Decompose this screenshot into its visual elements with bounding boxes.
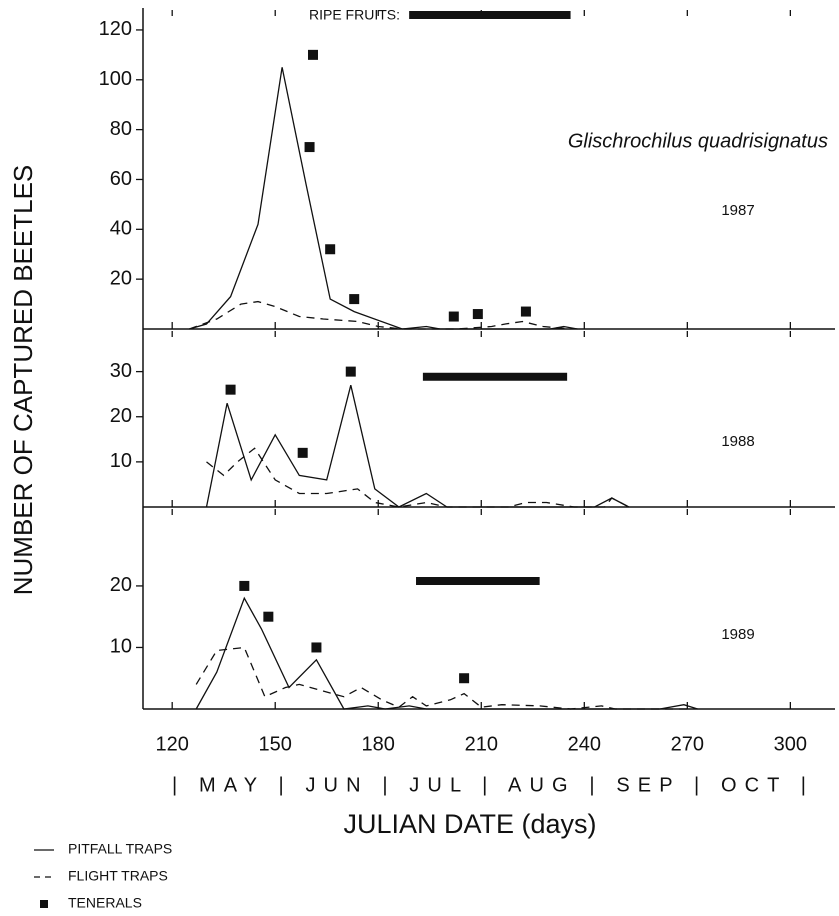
species-label: Glischrochilus quadrisignatus: [568, 130, 828, 152]
legend-label: PITFALL TRAPS: [68, 841, 172, 857]
flight-line: [195, 646, 691, 710]
x-tick-label: 120: [156, 733, 189, 755]
ripe-fruits-bar: [416, 577, 540, 585]
y-axis-title: NUMBER OF CAPTURED BEETLES: [8, 165, 38, 596]
y-tick-label: 80: [110, 118, 132, 140]
x-tick-label: 240: [568, 733, 601, 755]
year-label: 1989: [721, 626, 754, 643]
teneral-marker: [297, 447, 308, 458]
y-tick-label: 10: [110, 636, 132, 658]
teneral-marker: [307, 49, 318, 60]
y-tick-label: 20: [110, 574, 132, 596]
teneral-marker: [459, 673, 470, 684]
month-labels: | MAY | JUN | JUL | AUG | SEP | OCT |: [172, 774, 806, 796]
ripe-fruits-label: RIPE FRUITS:: [309, 7, 400, 23]
y-tick-label: 30: [110, 360, 132, 382]
teneral-marker: [311, 642, 322, 653]
year-label: 1987: [721, 202, 754, 219]
flight-line: [206, 447, 630, 508]
teneral-marker: [225, 384, 236, 395]
flight-line: [189, 300, 571, 330]
y-tick-label: 120: [99, 18, 132, 40]
x-tick-label: 180: [362, 733, 395, 755]
y-tick-label: 40: [110, 218, 132, 240]
legend-label: TENERALS: [68, 895, 142, 911]
year-label: 1988: [721, 433, 754, 450]
teneral-marker: [325, 244, 336, 255]
y-tick-label: 60: [110, 168, 132, 190]
y-tick-label: 20: [110, 267, 132, 289]
teneral-marker: [263, 611, 274, 622]
x-tick-label: 270: [671, 733, 704, 755]
pitfall-line: [189, 67, 578, 330]
x-tick-label: 150: [259, 733, 292, 755]
teneral-marker: [448, 311, 459, 322]
ripe-fruits-bar: [409, 11, 571, 19]
ripe-fruits-bar: [422, 372, 568, 381]
teneral-marker: [239, 580, 250, 591]
teneral-marker: [349, 294, 360, 305]
y-tick-label: 20: [110, 405, 132, 427]
x-tick-label: 210: [465, 733, 498, 755]
teneral-marker: [472, 309, 483, 320]
pitfall-line: [205, 385, 630, 508]
teneral-marker: [304, 142, 315, 153]
x-tick-label: 300: [774, 733, 807, 755]
teneral-marker: [520, 306, 531, 317]
y-tick-label: 100: [99, 68, 132, 90]
y-tick-label: 10: [110, 450, 132, 472]
teneral-marker: [345, 366, 356, 377]
legend-label: FLIGHT TRAPS: [68, 868, 168, 884]
legend-symbol: [40, 900, 48, 908]
pitfall-line: [195, 596, 698, 710]
x-axis-title: JULIAN DATE (days): [343, 809, 596, 839]
